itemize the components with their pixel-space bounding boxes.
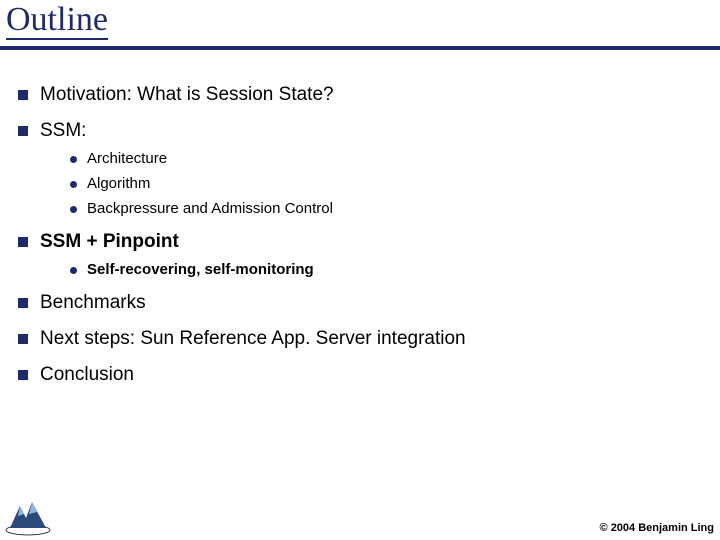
dot-bullet-icon	[70, 156, 77, 163]
square-bullet-icon	[18, 90, 28, 100]
bullet-text: SSM + Pinpoint	[40, 231, 179, 253]
dot-bullet-icon	[70, 267, 77, 274]
bullet-item: Motivation: What is Session State?	[18, 84, 702, 106]
sub-bullet-item: Architecture	[70, 150, 702, 167]
bullet-text: Benchmarks	[40, 292, 146, 314]
title-underline	[0, 46, 720, 50]
slide: Outline Motivation: What is Session Stat…	[0, 0, 720, 540]
sub-bullet-item: Self-recovering, self-monitoring	[70, 261, 702, 278]
bullet-item: SSM + Pinpoint	[18, 231, 702, 253]
sub-bullet-text: Backpressure and Admission Control	[87, 200, 333, 217]
sub-bullet-text: Algorithm	[87, 175, 150, 192]
square-bullet-icon	[18, 370, 28, 380]
sub-bullet-text: Self-recovering, self-monitoring	[87, 261, 314, 278]
bullet-text: Next steps: Sun Reference App. Server in…	[40, 328, 466, 350]
bullet-item: Next steps: Sun Reference App. Server in…	[18, 328, 702, 350]
sub-bullet-group: Self-recovering, self-monitoring	[70, 261, 702, 278]
square-bullet-icon	[18, 237, 28, 247]
sub-bullet-text: Architecture	[87, 150, 167, 167]
dot-bullet-icon	[70, 206, 77, 213]
bullet-item: Benchmarks	[18, 292, 702, 314]
square-bullet-icon	[18, 126, 28, 136]
content-area: Motivation: What is Session State? SSM: …	[18, 70, 702, 386]
bullet-text: Motivation: What is Session State?	[40, 84, 334, 106]
bullet-item: Conclusion	[18, 364, 702, 386]
bullet-text: Conclusion	[40, 364, 134, 386]
sub-bullet-item: Algorithm	[70, 175, 702, 192]
sub-bullet-item: Backpressure and Admission Control	[70, 200, 702, 217]
recovery-oriented-computing-logo	[4, 496, 52, 536]
square-bullet-icon	[18, 334, 28, 344]
sub-bullet-group: Architecture Algorithm Backpressure and …	[70, 150, 702, 217]
bullet-item: SSM:	[18, 120, 702, 142]
slide-title: Outline	[6, 2, 108, 40]
dot-bullet-icon	[70, 181, 77, 188]
square-bullet-icon	[18, 298, 28, 308]
bullet-text: SSM:	[40, 120, 86, 142]
copyright-text: © 2004 Benjamin Ling	[600, 522, 714, 534]
